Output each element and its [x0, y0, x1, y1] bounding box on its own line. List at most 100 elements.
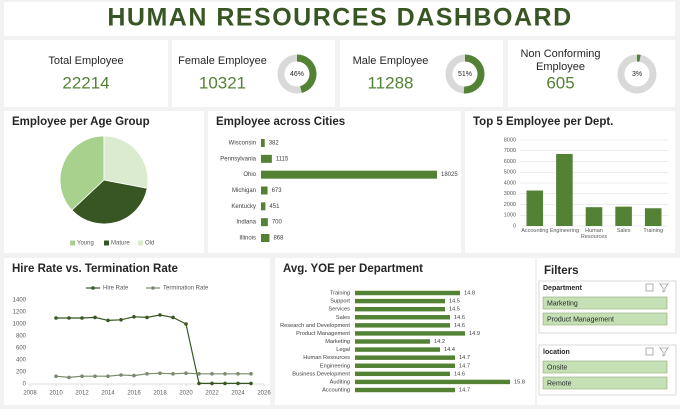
slicer-item-label: Marketing	[547, 300, 578, 307]
category-label: Product Management	[296, 331, 350, 337]
value-label: 14.2	[434, 339, 445, 345]
series-marker	[223, 381, 227, 386]
bar	[355, 331, 465, 336]
series-marker	[171, 372, 175, 376]
category-label: Kentucky	[231, 204, 256, 210]
bar	[355, 339, 430, 344]
bar	[261, 218, 268, 227]
chart-title: Employee across Cities	[216, 116, 345, 128]
y-tick-label: 8000	[504, 137, 516, 143]
x-tick-label-box: Engineering	[550, 228, 579, 234]
slicer-item[interactable]	[542, 360, 668, 374]
y-tick-label: 4000	[504, 180, 516, 186]
slicer-item[interactable]	[542, 376, 668, 390]
legend-label: Mature	[111, 241, 130, 247]
bar	[355, 355, 455, 360]
series-marker	[106, 374, 110, 379]
y-tick-label: 800	[16, 334, 27, 340]
series-line	[55, 372, 251, 379]
series-marker	[93, 315, 97, 320]
value-label: 673	[272, 188, 283, 194]
pie-slice	[71, 179, 148, 225]
slicer-item-label: Remote	[547, 380, 572, 387]
value-label: 14.8	[464, 291, 475, 297]
legend-label: Termination Rate	[163, 286, 209, 292]
y-tick-label: 1400	[13, 298, 27, 304]
bar	[355, 315, 450, 320]
legend-swatch	[104, 240, 109, 246]
kpi-label-box: Total Employee	[48, 54, 124, 67]
x-tick-label: 2020	[179, 391, 193, 397]
x-tick-label: Training	[643, 228, 664, 234]
x-tick-label: Accounting	[521, 228, 549, 234]
series-marker	[184, 322, 188, 326]
x-tick-label-box: Training	[643, 228, 664, 234]
multi-select-icon[interactable]	[645, 283, 654, 292]
series-marker	[171, 315, 175, 320]
value-label: 14.6	[454, 315, 465, 321]
donut-arc	[296, 54, 317, 93]
series-marker	[210, 372, 214, 376]
value-label: 15.8	[514, 379, 525, 385]
category-label: Pennsylvania	[220, 156, 256, 162]
series-line	[56, 314, 251, 384]
bar	[261, 234, 270, 242]
multi-select-icon[interactable]	[645, 347, 654, 356]
x-tick-label: 2008	[23, 391, 37, 397]
bar	[261, 186, 268, 195]
series-marker	[184, 371, 188, 376]
kpi-label: Total Employee	[48, 54, 124, 67]
series-marker	[145, 315, 149, 320]
category-label: Support	[330, 299, 350, 305]
bar	[355, 298, 445, 304]
kpi-label-box: Male Employee	[353, 55, 429, 67]
clear-filter-icon[interactable]	[659, 283, 669, 293]
x-tick-label-box: Human Resources	[581, 228, 607, 240]
y-tick-label: 0	[513, 223, 516, 229]
value-label: 14.6	[454, 323, 465, 329]
y-tick-label: 1000	[504, 213, 516, 219]
legend-swatch	[70, 240, 75, 246]
chart-panel	[4, 258, 270, 405]
kpi-label-box: Female Employee	[178, 54, 267, 67]
bar	[355, 323, 450, 328]
legend-swatch	[138, 240, 143, 246]
bar	[355, 290, 460, 296]
y-tick-label: 2000	[504, 202, 516, 208]
chart-panel	[208, 111, 461, 253]
bar	[615, 206, 632, 226]
x-tick-label: 2010	[49, 391, 63, 397]
series-marker	[249, 372, 253, 376]
kpi-value: 10321	[199, 73, 246, 92]
series-marker	[236, 381, 240, 386]
y-tick-label: 1000	[13, 322, 27, 328]
pie-slice	[59, 135, 105, 211]
series-marker	[249, 381, 253, 386]
slicer-icons	[645, 283, 669, 293]
slicer-item-label: Onsite	[547, 364, 567, 371]
y-tick-label: 600	[16, 346, 27, 352]
kpi-value: 22214	[62, 73, 109, 92]
category-label: Engineering	[320, 363, 350, 369]
y-tick-label: 0	[23, 382, 27, 388]
series-marker	[158, 371, 162, 376]
legend-label: Hire Rate	[103, 286, 129, 292]
clear-filter-icon[interactable]	[659, 347, 669, 357]
category-label: Training	[330, 291, 350, 297]
series-marker	[80, 374, 84, 379]
category-label: Accounting	[322, 388, 350, 394]
x-tick-label: 2012	[75, 391, 89, 397]
category-label: Business Development	[292, 371, 350, 377]
series-marker	[210, 381, 214, 386]
kpi-value: 11288	[367, 73, 413, 92]
slicer-icons	[645, 347, 669, 357]
slicer-item[interactable]	[542, 312, 668, 326]
category-label: Research and Development	[280, 323, 350, 329]
category-label: Legal	[336, 347, 350, 353]
kpi-card	[508, 40, 675, 107]
slicer-item[interactable]	[542, 296, 668, 310]
value-label: 1115	[276, 156, 289, 162]
kpi-card	[172, 40, 335, 107]
kpi-label: Female Employee	[178, 54, 267, 67]
